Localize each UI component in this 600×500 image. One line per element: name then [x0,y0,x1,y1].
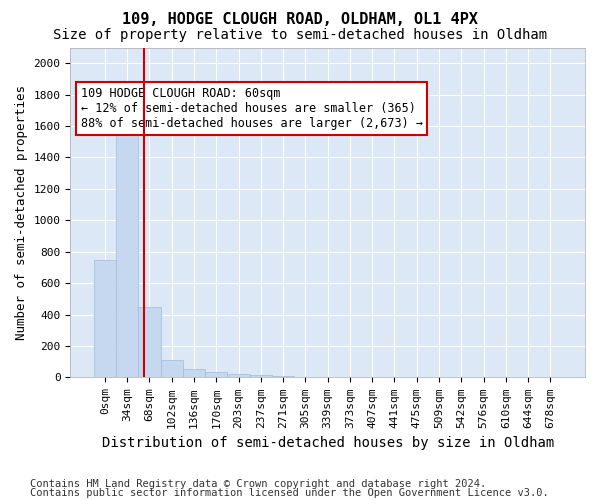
Bar [116,122,138,378]
Bar [138,306,161,378]
Bar [183,369,205,378]
Y-axis label: Number of semi-detached properties: Number of semi-detached properties [15,85,28,340]
Bar [250,375,272,378]
Text: 109, HODGE CLOUGH ROAD, OLDHAM, OL1 4PX: 109, HODGE CLOUGH ROAD, OLDHAM, OL1 4PX [122,12,478,28]
Bar [161,360,183,378]
Text: Contains HM Land Registry data © Crown copyright and database right 2024.: Contains HM Land Registry data © Crown c… [30,479,486,489]
X-axis label: Distribution of semi-detached houses by size in Oldham: Distribution of semi-detached houses by … [101,436,554,450]
Bar [227,374,250,378]
Bar [294,376,316,378]
Bar [272,376,294,378]
Text: Contains public sector information licensed under the Open Government Licence v3: Contains public sector information licen… [30,488,549,498]
Text: 109 HODGE CLOUGH ROAD: 60sqm
← 12% of semi-detached houses are smaller (365)
88%: 109 HODGE CLOUGH ROAD: 60sqm ← 12% of se… [80,87,422,130]
Bar [94,260,116,378]
Text: Size of property relative to semi-detached houses in Oldham: Size of property relative to semi-detach… [53,28,547,42]
Bar [205,372,227,378]
